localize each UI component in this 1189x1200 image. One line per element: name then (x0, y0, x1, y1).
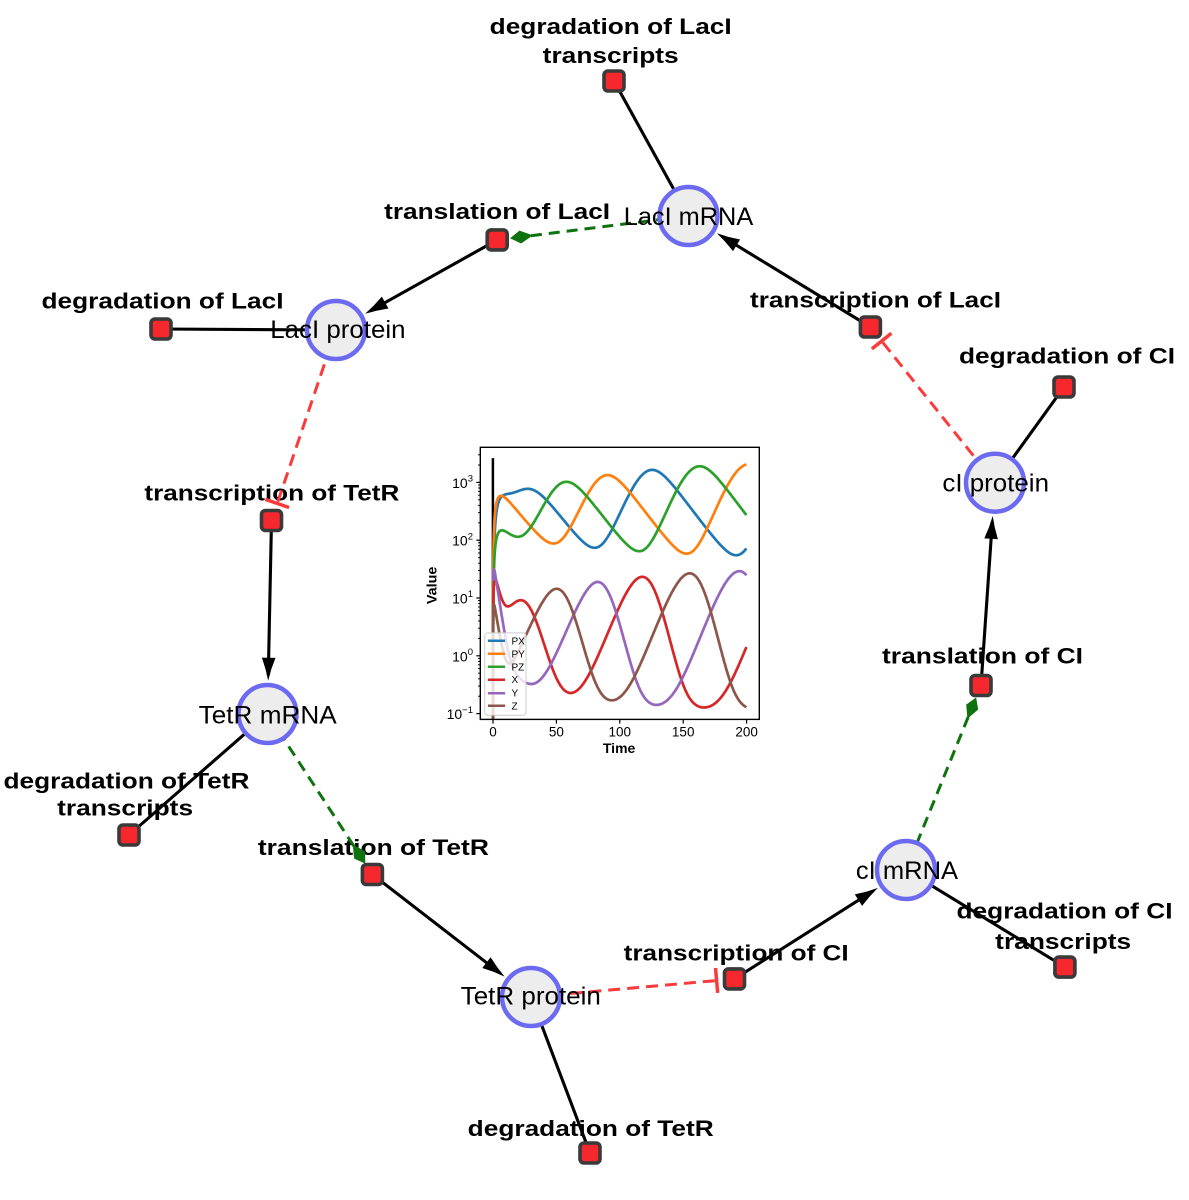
svg-text:Value: Value (425, 566, 440, 604)
svg-text:degradation of CI: degradation of CI (957, 899, 1173, 924)
svg-text:PX: PX (512, 636, 526, 647)
svg-text:150: 150 (672, 725, 695, 740)
svg-text:degradation of TetR: degradation of TetR (4, 768, 250, 793)
svg-text:cI mRNA: cI mRNA (856, 857, 959, 885)
svg-text:PZ: PZ (512, 662, 525, 673)
svg-text:degradation of LacI: degradation of LacI (490, 14, 732, 39)
svg-text:LacI mRNA: LacI mRNA (624, 203, 754, 231)
svg-text:cI protein: cI protein (942, 469, 1049, 497)
svg-text:LacI protein: LacI protein (270, 316, 405, 344)
svg-text:degradation of CI: degradation of CI (959, 343, 1175, 368)
svg-text:transcripts: transcripts (543, 43, 679, 68)
svg-text:X: X (512, 675, 519, 686)
svg-text:50: 50 (549, 725, 564, 740)
svg-text:0: 0 (489, 725, 497, 740)
svg-text:Time: Time (603, 741, 636, 756)
svg-text:TetR protein: TetR protein (461, 983, 601, 1011)
svg-text:transcription of LacI: transcription of LacI (750, 288, 1001, 313)
svg-text:transcripts: transcripts (995, 929, 1131, 954)
svg-text:degradation of TetR: degradation of TetR (468, 1116, 714, 1141)
svg-text:PY: PY (512, 649, 526, 660)
svg-text:degradation of LacI: degradation of LacI (42, 288, 284, 313)
svg-text:200: 200 (735, 725, 758, 740)
svg-text:Y: Y (512, 689, 519, 700)
svg-text:100: 100 (609, 725, 632, 740)
svg-text:transcripts: transcripts (57, 795, 193, 820)
svg-text:translation of TetR: translation of TetR (258, 835, 489, 860)
svg-text:TetR mRNA: TetR mRNA (199, 701, 337, 729)
svg-text:Z: Z (512, 701, 518, 712)
svg-text:transcription of CI: transcription of CI (624, 941, 849, 966)
svg-text:translation of LacI: translation of LacI (384, 199, 610, 224)
